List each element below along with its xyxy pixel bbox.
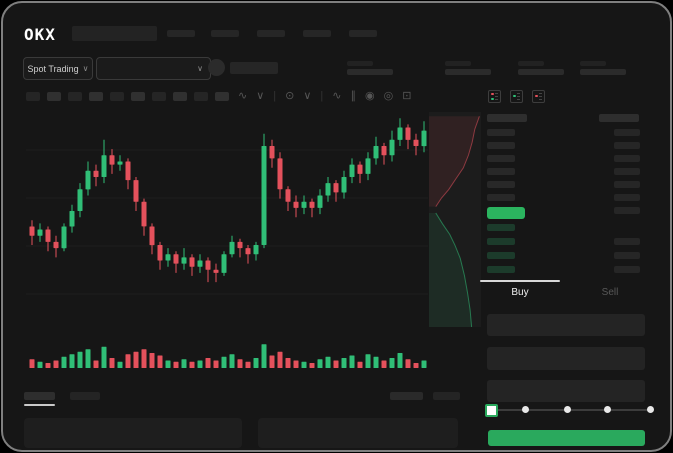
timeframe-button-placeholder[interactable]	[47, 92, 61, 101]
bid-price-placeholder[interactable]	[487, 238, 515, 245]
interval-settings-icon[interactable]: ⊙	[285, 90, 295, 102]
ask-amount-placeholder[interactable]	[614, 207, 640, 214]
amount-slider-track[interactable]	[491, 409, 652, 411]
stat-label-placeholder	[445, 61, 471, 66]
bid-amount-placeholder[interactable]	[614, 266, 640, 273]
pair-name-placeholder	[230, 62, 278, 74]
pair-selector-dropdown[interactable]: ∨	[96, 57, 211, 80]
orderbook-combined-view-icon[interactable]	[488, 90, 501, 103]
ask-amount-placeholder[interactable]	[614, 142, 640, 149]
orderbook-bids-view-icon[interactable]	[510, 90, 523, 103]
ask-price-placeholder[interactable]	[487, 194, 515, 201]
stat-value-placeholder	[518, 69, 564, 75]
stat-value-placeholder	[445, 69, 491, 75]
ask-amount-placeholder[interactable]	[614, 168, 640, 175]
ask-amount-placeholder[interactable]	[614, 155, 640, 162]
stat-label-placeholder	[347, 61, 373, 66]
bottom-tab-active[interactable]	[24, 392, 55, 400]
ask-price-placeholder[interactable]	[487, 155, 515, 162]
stat-value-placeholder	[347, 69, 393, 75]
amount-input[interactable]	[487, 347, 645, 370]
timeframe-button-placeholder[interactable]	[110, 92, 124, 101]
nav-item-placeholder[interactable]	[349, 30, 377, 37]
indicators-icon[interactable]: ∿	[238, 90, 248, 102]
nav-item-placeholder[interactable]	[257, 30, 285, 37]
nav-item-placeholder[interactable]	[211, 30, 239, 37]
bottom-tab-inactive[interactable]	[70, 392, 100, 400]
market-type-label: Spot Trading	[27, 63, 79, 74]
bottom-action-placeholder[interactable]	[390, 392, 423, 400]
slider-stop[interactable]	[647, 406, 654, 413]
ask-amount-placeholder[interactable]	[614, 129, 640, 136]
volume-chart	[26, 342, 428, 368]
history-icon[interactable]: ◎	[383, 90, 394, 102]
separator: |	[273, 90, 277, 102]
bottom-tab-indicator	[24, 404, 55, 406]
fullscreen-icon[interactable]: ⊡	[402, 90, 412, 102]
slider-stop[interactable]	[604, 406, 611, 413]
timeframe-button-placeholder[interactable]	[89, 92, 103, 101]
tab-sell[interactable]: Sell	[601, 287, 619, 298]
active-tab-indicator	[480, 280, 560, 282]
pair-coin-avatar	[208, 59, 225, 76]
orderbook-asks-view-icon[interactable]	[532, 90, 545, 103]
orderbook-amount-header	[599, 114, 639, 122]
total-input[interactable]	[487, 380, 645, 402]
timeframe-button-placeholder[interactable]	[131, 92, 145, 101]
orderbook-price-header	[487, 114, 527, 122]
ask-amount-placeholder[interactable]	[614, 194, 640, 201]
nav-item-placeholder[interactable]	[167, 30, 195, 37]
bid-price-placeholder[interactable]	[487, 252, 515, 259]
nav-item-placeholder[interactable]	[303, 30, 331, 37]
price-input[interactable]	[487, 314, 645, 336]
open-orders-panel	[24, 418, 242, 448]
slider-stop[interactable]	[522, 406, 529, 413]
separator: |	[320, 90, 324, 102]
okx-logo[interactable]: OKX	[24, 25, 56, 44]
bid-price-placeholder[interactable]	[487, 266, 515, 273]
bid-amount-placeholder[interactable]	[614, 252, 640, 259]
ask-price-placeholder[interactable]	[487, 142, 515, 149]
slider-handle[interactable]	[485, 404, 498, 417]
buy-submit-button[interactable]	[488, 430, 645, 446]
chevron-down-icon[interactable]: ∨	[303, 90, 312, 102]
bid-amount-placeholder[interactable]	[614, 238, 640, 245]
screenshot-icon[interactable]: ◉	[365, 90, 375, 102]
timeframe-button-placeholder[interactable]	[152, 92, 166, 101]
bid-price-placeholder[interactable]	[487, 224, 515, 231]
slider-stop[interactable]	[564, 406, 571, 413]
bottom-action-placeholder[interactable]	[433, 392, 460, 400]
timeframe-button-placeholder[interactable]	[194, 92, 208, 101]
order-history-panel	[258, 418, 458, 448]
stat-label-placeholder	[580, 61, 606, 66]
orderbook-last-price[interactable]	[487, 207, 525, 219]
timeframe-button-placeholder[interactable]	[26, 92, 40, 101]
chevron-down-icon: ∨	[82, 64, 89, 73]
depth-chart[interactable]	[429, 112, 481, 327]
candlestick-chart[interactable]	[26, 112, 428, 344]
ask-amount-placeholder[interactable]	[614, 181, 640, 188]
trendline-tool-icon[interactable]: ∿	[332, 90, 342, 102]
ask-price-placeholder[interactable]	[487, 181, 515, 188]
ask-price-placeholder[interactable]	[487, 129, 515, 136]
chevron-down-icon: ∨	[197, 64, 203, 73]
timeframe-button-placeholder[interactable]	[173, 92, 187, 101]
parallel-lines-icon[interactable]: ∥	[350, 90, 357, 102]
timeframe-button-placeholder[interactable]	[215, 92, 229, 101]
stat-label-placeholder	[518, 61, 544, 66]
timeframe-button-placeholder[interactable]	[68, 92, 82, 101]
chart-tools: ∿ ∨ | ⊙ ∨ | ∿ ∥ ◉ ◎ ⊡	[238, 88, 411, 104]
market-type-selector[interactable]: Spot Trading ∨	[23, 57, 93, 80]
search-placeholder-bar[interactable]	[72, 26, 157, 41]
ask-price-placeholder[interactable]	[487, 168, 515, 175]
stat-value-placeholder	[580, 69, 626, 75]
tab-buy[interactable]: Buy	[511, 287, 529, 298]
chevron-down-icon[interactable]: ∨	[256, 90, 265, 102]
